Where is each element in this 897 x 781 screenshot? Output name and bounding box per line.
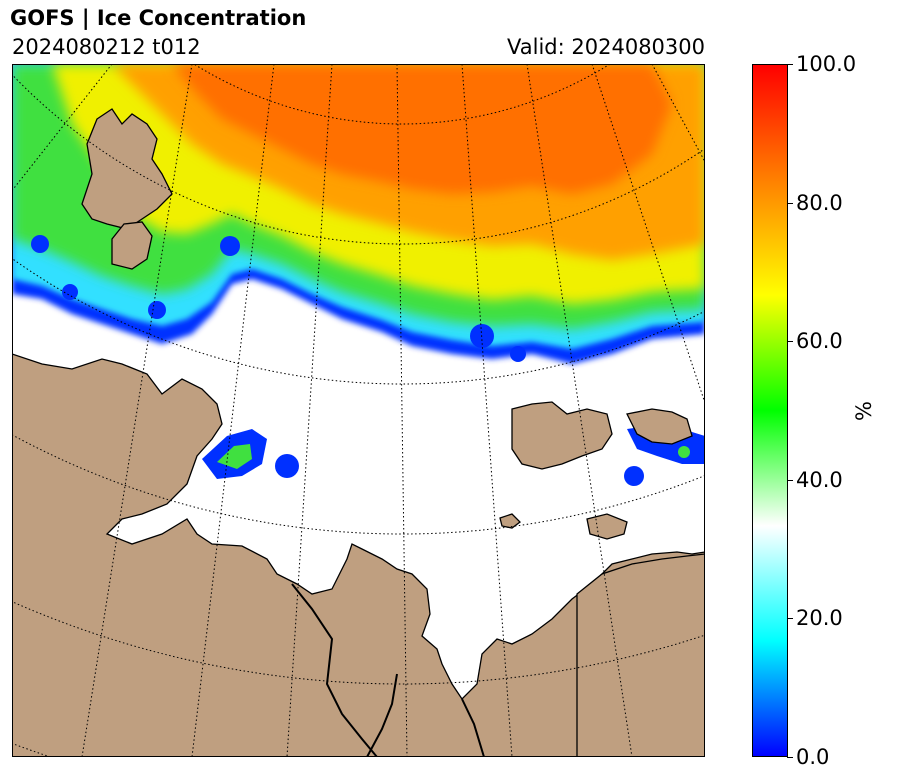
colorbar-tick-label: 20.0 xyxy=(796,606,843,631)
colorbar-tick-label: 60.0 xyxy=(796,329,843,354)
ice-patch-blue xyxy=(31,235,49,253)
ice-field xyxy=(12,64,705,486)
ice-patch-blue xyxy=(148,301,166,319)
kvitoya-island xyxy=(111,221,153,270)
river xyxy=(461,698,485,757)
island-small xyxy=(586,513,628,540)
river xyxy=(366,673,398,757)
ice-orange-dark xyxy=(172,64,672,194)
colorbar-tick xyxy=(787,757,793,758)
colorbar-tick-label: 100.0 xyxy=(796,52,857,76)
taymyr-peninsula xyxy=(576,553,705,757)
ice-patch-green xyxy=(678,446,690,458)
river xyxy=(291,583,378,757)
meridian-line xyxy=(526,64,633,757)
rivers xyxy=(291,583,485,757)
ice-patch-blue xyxy=(624,466,644,486)
colorbar-tick xyxy=(787,202,793,204)
meridian-line xyxy=(12,64,113,192)
colorbar-tick xyxy=(787,618,793,620)
colorbar-tick xyxy=(787,479,793,481)
novaya-zemlya-east xyxy=(626,408,693,445)
ice-patch-blue xyxy=(62,284,78,300)
valid-time-label: Valid: 2024080300 xyxy=(507,35,705,59)
ice-patch-blue xyxy=(220,236,240,256)
ice-patch-blue xyxy=(510,346,526,362)
land xyxy=(12,108,705,757)
colorbar-tick xyxy=(787,341,793,343)
island-small xyxy=(499,513,521,529)
novaya-zemlya-north xyxy=(511,401,613,470)
figure-title: GOFS | Ice Concentration xyxy=(10,6,307,30)
colorbar-unit-label: % xyxy=(852,401,876,421)
colorbar xyxy=(752,64,788,757)
ice-concentration-map xyxy=(12,64,705,757)
colorbar-tick-label: 80.0 xyxy=(796,190,843,215)
colorbar-gradient xyxy=(753,65,787,756)
cycle-label: 2024080212 t012 xyxy=(12,35,201,59)
ice-patch-blue xyxy=(275,454,299,478)
meridian-line xyxy=(191,64,275,757)
meridian-line xyxy=(81,64,193,757)
graticule xyxy=(12,64,705,757)
colorbar-tick-label: 0.0 xyxy=(796,745,830,769)
map-border xyxy=(12,64,705,757)
ice-patch-green xyxy=(217,444,252,469)
colorbar-tick-label: 40.0 xyxy=(796,467,843,492)
colorbar-tick xyxy=(787,64,793,65)
